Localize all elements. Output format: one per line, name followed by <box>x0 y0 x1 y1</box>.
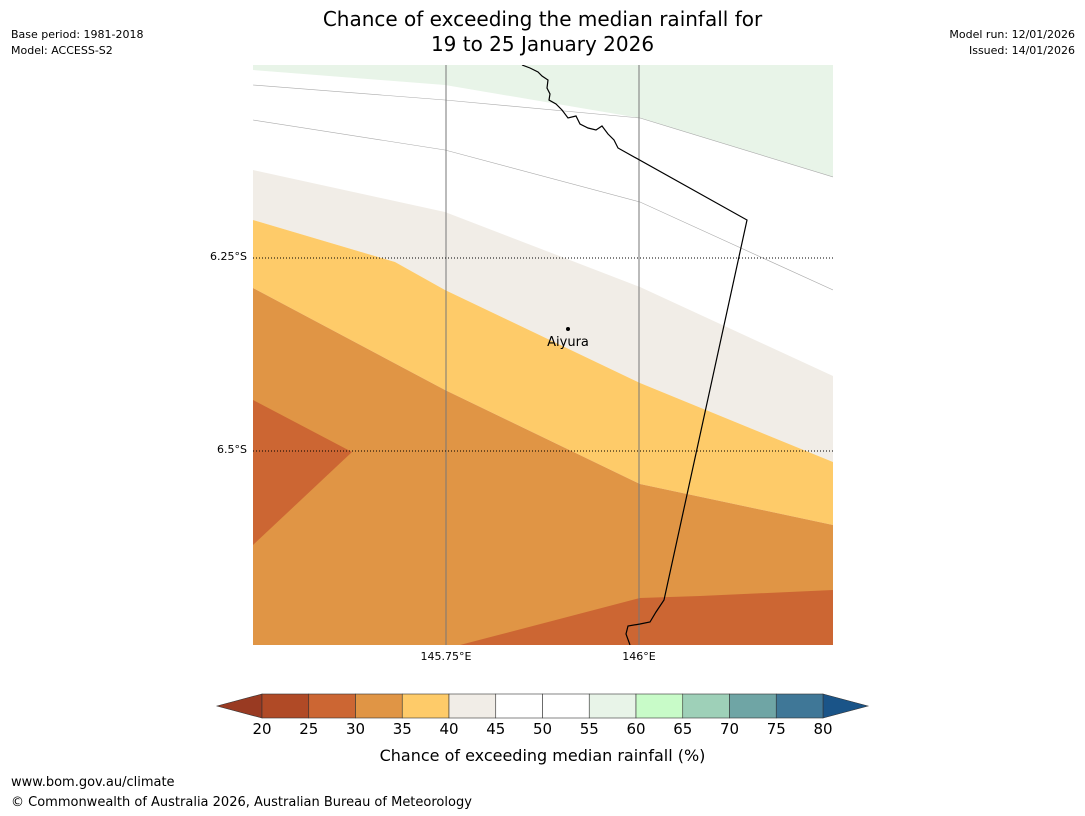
map-area <box>253 65 833 645</box>
place-marker <box>566 327 570 331</box>
model-name: Model: ACCESS-S2 <box>11 44 113 57</box>
band-25-30-west <box>253 400 352 545</box>
contour-line <box>253 84 833 178</box>
footer-copyright: © Commonwealth of Australia 2026, Austra… <box>11 795 472 810</box>
title-line-2: 19 to 25 January 2026 <box>430 32 655 56</box>
colorbar-tick-label: 25 <box>299 720 319 738</box>
issued-date: Issued: 14/01/2026 <box>968 44 1075 57</box>
band-40-45 <box>253 170 833 462</box>
colorbar-tick-label: 45 <box>486 720 506 738</box>
colorbar-tick-label: 70 <box>719 720 740 738</box>
colorbar-tick-label: 40 <box>439 720 459 738</box>
colorbar-tick-label: 50 <box>532 720 553 738</box>
province-boundary <box>521 65 748 645</box>
place-label: Aiyura <box>547 335 589 350</box>
colorbar-tick-label: 65 <box>673 720 693 738</box>
chart-title: Chance of exceeding the median rainfall … <box>0 7 1085 57</box>
lat-label-6-5: 6.5°S <box>217 443 247 456</box>
contour-line <box>253 119 833 291</box>
colorbar-tick-label: 20 <box>252 720 272 738</box>
colorbar-label: Chance of exceeding median rainfall (%) <box>379 746 706 765</box>
band-35-40 <box>253 220 833 525</box>
colorbar-tick-label: 55 <box>579 720 599 738</box>
model-run: Model run: 12/01/2026 <box>949 28 1075 41</box>
lon-label-146: 146°E <box>622 650 656 663</box>
meta-right: Model run: 12/01/2026 Issued: 14/01/2026 <box>949 27 1075 59</box>
colorbar-tick-label: 75 <box>766 720 786 738</box>
meta-left: Base period: 1981-2018 Model: ACCESS-S2 <box>11 27 143 59</box>
colorbar-tick-label: 60 <box>626 720 646 738</box>
base-period: Base period: 1981-2018 <box>11 28 144 41</box>
lat-label-6-25: 6.25°S <box>210 250 247 263</box>
band-30-35 <box>253 288 833 645</box>
colorbar-tick-label: 30 <box>345 720 366 738</box>
footer-url[interactable]: www.bom.gov.au/climate <box>11 775 175 790</box>
colorbar-tick-label: 80 <box>813 720 833 738</box>
band-55-60 <box>253 65 833 177</box>
colorbar-tick-label: 35 <box>392 720 412 738</box>
title-line-1: Chance of exceeding the median rainfall … <box>322 7 763 31</box>
lon-label-145-75: 145.75°E <box>420 650 472 663</box>
band-25-30-south <box>460 590 833 645</box>
